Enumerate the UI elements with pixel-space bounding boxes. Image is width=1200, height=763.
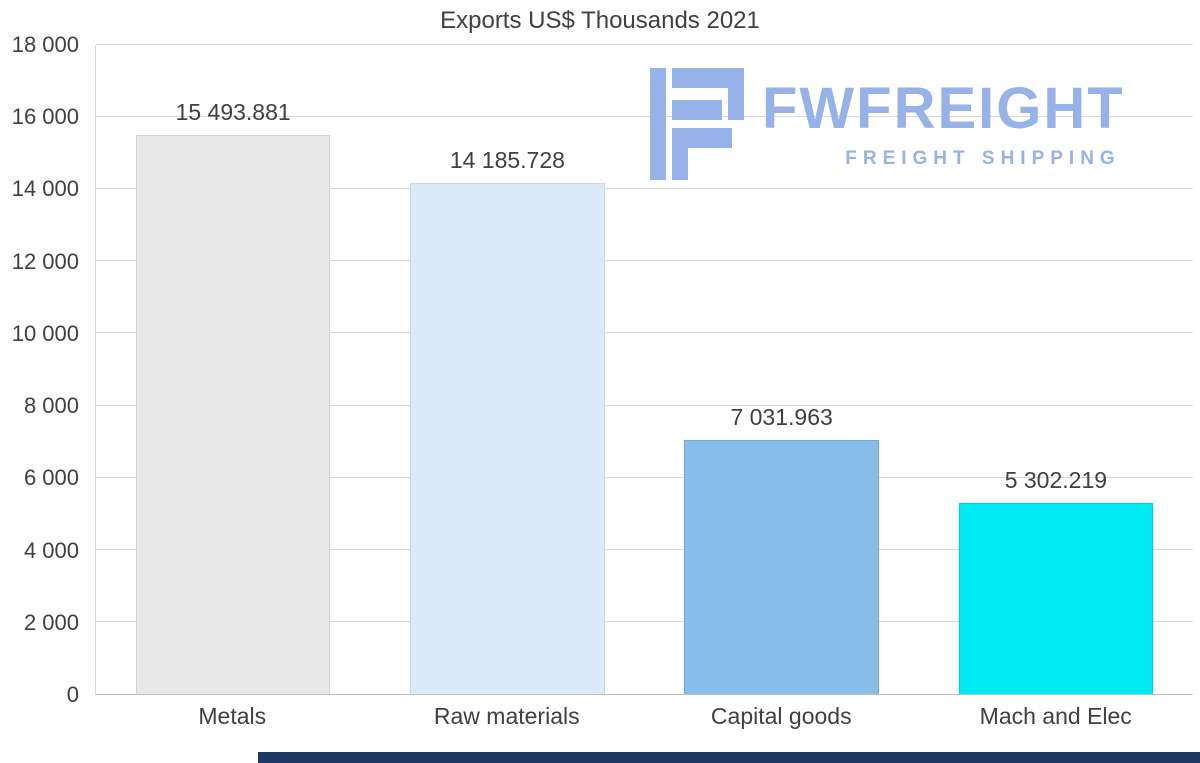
y-tick-label: 2 000 [23,609,79,635]
bar-capital-goods [684,440,879,694]
bar-value-label: 7 031.963 [730,404,833,431]
chart-title: Exports US$ Thousands 2021 [440,7,760,34]
bar-value-label: 14 185.728 [449,146,565,173]
plot-area: 15 493.881 14 185.728 7 031.963 5 302.219 [95,44,1193,695]
gridline [96,620,1193,622]
y-tick-label: 14 000 [11,176,79,202]
bar-value-label: 15 493.881 [175,99,291,126]
bar-slot: 7 031.963 [645,45,919,694]
gridline [96,332,1193,334]
y-tick-label: 0 [66,682,79,707]
bar-slot: 15 493.881 [96,45,370,694]
x-axis-label: Metals [198,703,267,729]
gridline [96,476,1193,478]
y-tick-label: 18 000 [11,32,79,57]
y-tick-label: 16 000 [11,104,79,130]
bar-slot: 14 185.728 [370,45,644,694]
gridline [96,44,1193,45]
y-tick-label: 12 000 [11,248,79,274]
gridline [96,188,1193,190]
bar-slot: 5 302.219 [919,45,1193,694]
bar-raw-materials [410,182,605,694]
x-axis-label: Raw materials [433,703,580,729]
x-axis-label: Mach and Elec [979,703,1132,729]
gridline [96,404,1193,406]
footer-strip [258,752,1200,763]
y-tick-label: 4 000 [23,537,79,563]
x-axis-labels: Metals Raw materials Capital goods Mach and… [95,703,1193,730]
y-axis: 0 2 000 4 000 6 000 8 000 10 000 12 000 14 000 1… [0,32,85,707]
y-tick-label: 10 000 [11,320,79,346]
bars-container: 15 493.881 14 185.728 7 031.963 5 302.219 [96,45,1193,694]
gridline [96,548,1193,550]
bar-metals [135,135,331,694]
y-tick-label: 8 000 [23,393,79,419]
x-axis-label: Capital goods [710,703,852,729]
bar-value-label: 5 302.219 [1004,466,1108,493]
gridline [96,116,1193,118]
gridline [96,260,1193,262]
bar-mach-and-elec [958,502,1154,694]
y-tick-label: 6 000 [23,465,79,491]
